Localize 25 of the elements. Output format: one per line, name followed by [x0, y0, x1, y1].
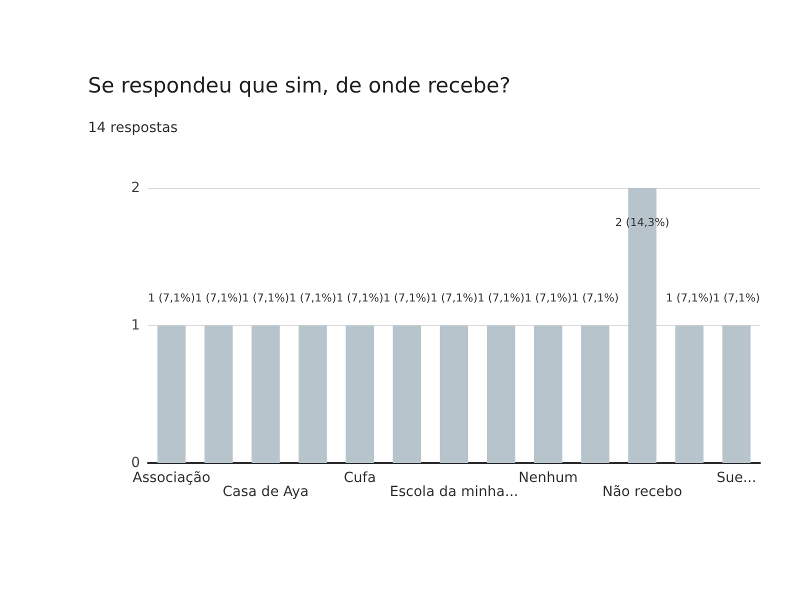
data-label: 1 (7,1%) [242, 292, 290, 304]
chart-title: Se respondeu que sim, de onde recebe? [88, 74, 510, 98]
x-tick-label: Nenhum [518, 470, 578, 486]
x-tick-label: Sue... [716, 470, 756, 486]
data-label: 1 (7,1%) [336, 292, 384, 304]
data-label: 1 (7,1%) [430, 292, 478, 304]
x-tick-label: Associação [132, 470, 210, 486]
x-tick-label: Cufa [344, 470, 376, 486]
y-tick-label: 0 [131, 455, 140, 471]
data-label: 1 (7,1%) [289, 292, 336, 304]
x-tick-label: Não recebo [602, 484, 682, 500]
y-tick-label: 1 [131, 318, 140, 334]
x-tick-label: Escola da minha... [390, 484, 518, 500]
data-label: 1 (7,1%) [712, 292, 760, 304]
x-tick-label: Casa de Aya [222, 484, 309, 500]
y-tick-label: 2 [131, 180, 140, 196]
data-label: 2 (14,3%) [615, 216, 670, 229]
data-label: 1 (7,1%) [478, 292, 525, 304]
data-label: 1 (7,1%) [666, 292, 713, 304]
chart-subtitle: 14 respostas [88, 120, 178, 136]
data-label: 1 (7,1%) [195, 292, 242, 304]
data-label: 1 (7,1%) [572, 292, 619, 304]
data-label: 1 (7,1%) [383, 292, 430, 304]
data-label: 1 (7,1%) [148, 292, 196, 304]
data-label: 1 (7,1%) [524, 292, 572, 304]
